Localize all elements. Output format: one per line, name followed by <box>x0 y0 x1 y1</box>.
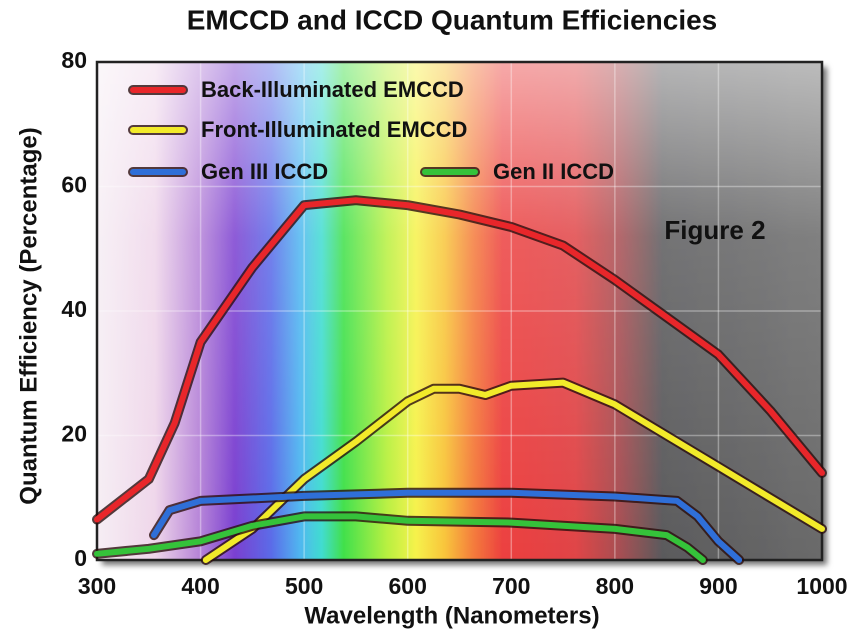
x-tick-label: 700 <box>492 573 530 599</box>
legend-label: Back-Illuminated EMCCD <box>201 77 464 102</box>
annotation: Figure 2 <box>664 215 765 245</box>
x-tick-label: 1000 <box>796 573 847 599</box>
x-tick-label: 500 <box>285 573 323 599</box>
x-tick-label: 400 <box>181 573 219 599</box>
legend-label: Gen III ICCD <box>201 159 328 184</box>
chart: Back-Illuminated EMCCD Front-Illuminated … <box>0 0 856 639</box>
x-tick-label: 900 <box>699 573 737 599</box>
x-tick-label: 800 <box>596 573 634 599</box>
y-tick-label: 80 <box>61 47 87 73</box>
chart-title: EMCCD and ICCD Quantum Efficiencies <box>187 4 718 35</box>
x-axis-label: Wavelength (Nanometers) <box>304 602 599 629</box>
y-tick-label: 0 <box>74 545 87 571</box>
y-tick-label: 40 <box>61 296 87 322</box>
y-tick-label: 60 <box>61 172 87 198</box>
x-tick-label: 600 <box>389 573 427 599</box>
x-tick-label: 300 <box>78 573 116 599</box>
legend-label: Front-Illuminated EMCCD <box>201 117 467 142</box>
legend-label: Gen II ICCD <box>493 159 614 184</box>
y-axis-label: Quantum Efficiency (Percentage) <box>15 127 42 504</box>
y-tick-label: 20 <box>61 421 87 447</box>
